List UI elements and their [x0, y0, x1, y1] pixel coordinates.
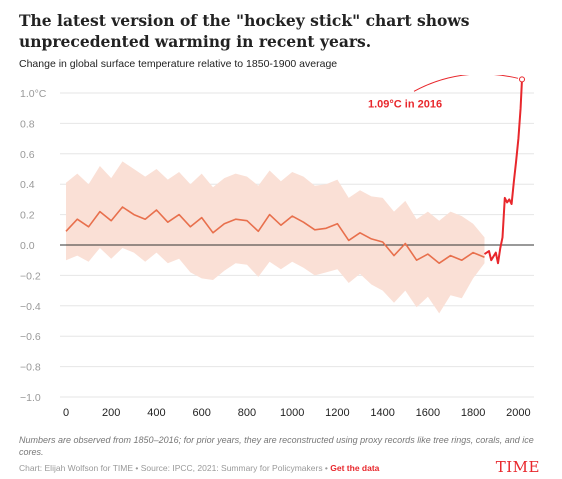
x-tick-label: 400: [147, 407, 165, 419]
x-tick-label: 0: [63, 407, 69, 419]
x-tick-label: 1000: [280, 407, 304, 419]
uncertainty-band: [66, 161, 485, 314]
x-tick-label: 1600: [416, 407, 440, 419]
chart-note: Numbers are observed from 1850–2016; for…: [19, 435, 534, 457]
x-tick-label: 2000: [506, 407, 530, 419]
annotation-connector: [413, 75, 519, 92]
credit-text: Chart: Elijah Wolfson for TIME • Source:…: [19, 463, 331, 473]
uncertainty-band-group: [66, 161, 485, 314]
annotation-label: 1.09°C in 2016: [368, 98, 442, 110]
x-tick-label: 1800: [461, 407, 485, 419]
chart-subtitle: Change in global surface temperature rel…: [19, 58, 338, 70]
annotation-group: 1.09°C in 2016: [368, 75, 525, 110]
x-tick-label: 800: [238, 407, 256, 419]
y-tick-label: 0.0: [20, 240, 35, 252]
y-tick-label: −0.4: [20, 301, 41, 313]
y-tick-label: 1.0°C: [20, 88, 47, 100]
y-tick-label: −0.2: [20, 270, 41, 282]
x-axis-ticks: 0 200 400 600 800 1000 1200 1400 1600 1800 2000: [63, 407, 531, 419]
y-tick-label: 0.2: [20, 210, 35, 222]
x-tick-label: 1200: [325, 407, 349, 419]
reconstructed-temperature-line: [65, 206, 485, 264]
y-tick-label: 0.4: [20, 179, 35, 191]
time-logo: TIME: [495, 458, 540, 476]
get-the-data-link[interactable]: Get the data: [330, 463, 380, 473]
x-tick-label: 1400: [370, 407, 394, 419]
chart-credit: Chart: Elijah Wolfson for TIME • Source:…: [19, 463, 379, 473]
x-tick-label: 200: [102, 407, 120, 419]
hockey-stick-chart: 1.09°C in 2016 1.0°C 0.8 0.6 0.4 0.2 0.0 −0.2 −…: [20, 75, 534, 419]
observed-temperature-line: [483, 79, 523, 265]
y-tick-label: −1.0: [20, 392, 41, 404]
x-tick-label: 600: [193, 407, 211, 419]
annotation-marker: [519, 76, 525, 83]
y-tick-label: −0.8: [20, 362, 41, 374]
y-axis-ticks: 1.0°C 0.8 0.6 0.4 0.2 0.0 −0.2 −0.4 −0.6 −0.8 −1.0: [20, 88, 47, 404]
y-tick-label: −0.6: [20, 331, 41, 343]
y-tick-label: 0.6: [20, 149, 35, 161]
y-tick-label: 0.8: [20, 118, 35, 130]
series-lines: [65, 79, 523, 265]
chart-title: The latest version of the "hockey stick"…: [19, 11, 470, 51]
